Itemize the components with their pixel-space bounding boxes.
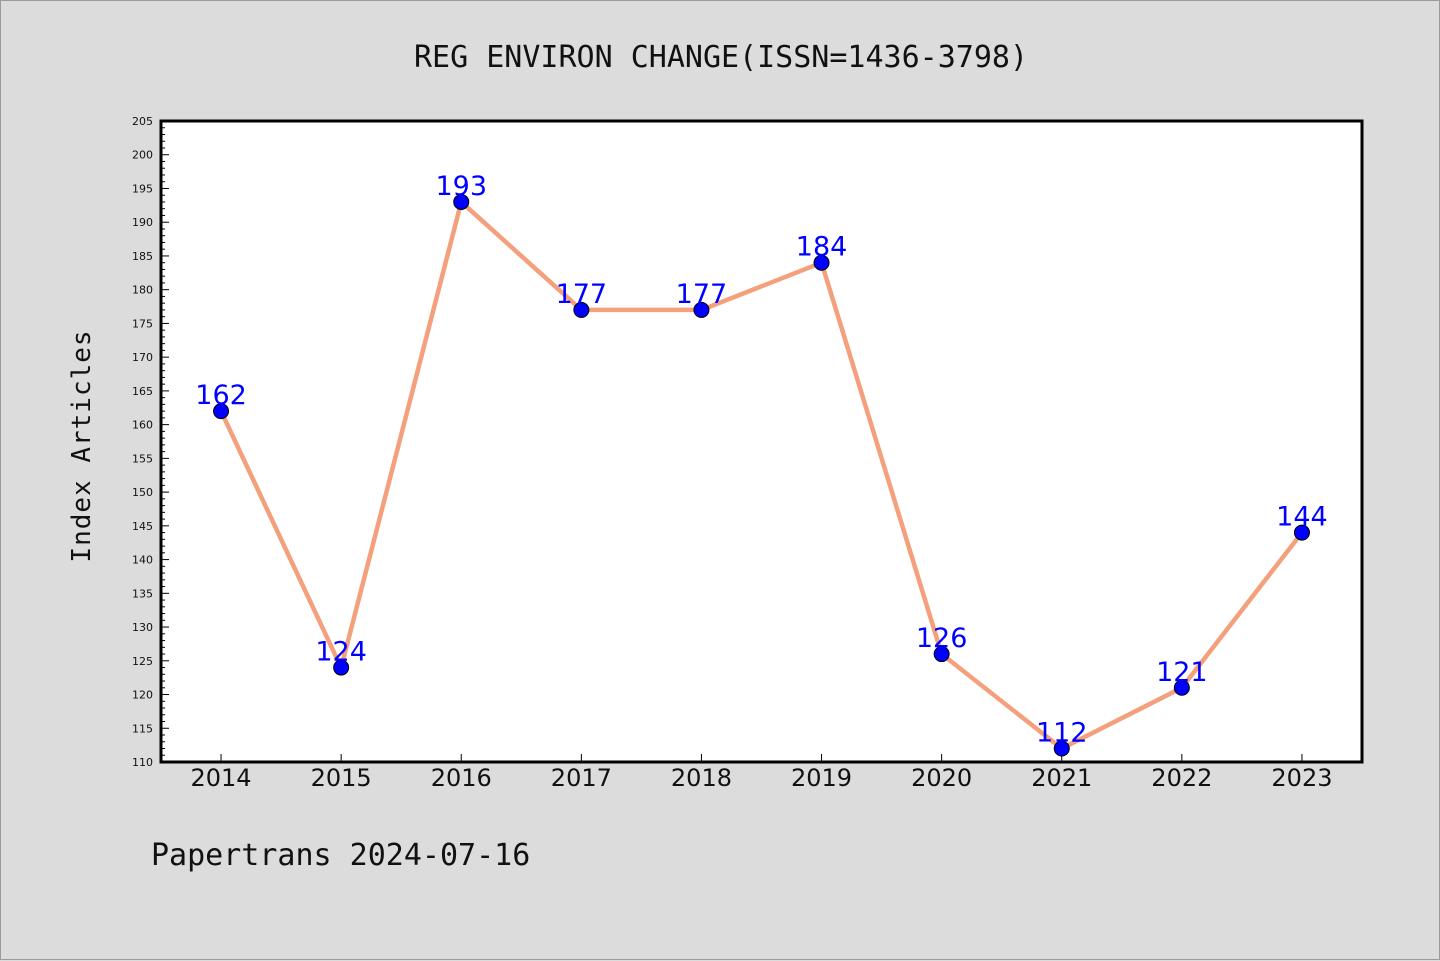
y-tick-label: 130 (132, 621, 153, 634)
data-value-label: 121 (1156, 657, 1208, 688)
y-tick-label: 145 (132, 520, 153, 533)
data-labels: 162 124 193 177 177 184 126 112 121 144 (195, 171, 1327, 749)
data-value-label: 162 (195, 380, 247, 411)
data-value-label: 193 (435, 171, 487, 202)
x-tick-label: 2017 (551, 764, 612, 792)
y-tick-label: 170 (132, 351, 153, 364)
y-tick-label: 185 (132, 250, 153, 263)
y-tick-label: 200 (132, 149, 153, 162)
y-tick-label: 110 (132, 756, 153, 769)
y-tick-label: 115 (132, 722, 153, 735)
footer-credit: Papertrans 2024-07-16 (151, 838, 530, 873)
data-value-label: 177 (556, 279, 608, 310)
y-axis-label: Index Articles (67, 329, 97, 562)
y-tick-label: 120 (132, 689, 153, 702)
y-tick-label: 175 (132, 317, 153, 330)
data-point-marker (213, 403, 230, 420)
y-axis: 110 115 120 125 130 135 140 145 150 155 160 165 170 1… (132, 115, 169, 769)
y-tick-label: 160 (132, 419, 153, 432)
data-point-marker (453, 193, 470, 210)
x-tick-label: 2018 (671, 764, 732, 792)
y-tick-label: 150 (132, 486, 153, 499)
x-tick-label: 2014 (191, 764, 252, 792)
data-value-label: 177 (676, 279, 728, 310)
y-tick-label: 135 (132, 587, 153, 600)
data-value-label: 184 (796, 232, 848, 263)
y-tick-label: 155 (132, 452, 153, 465)
x-tick-label: 2019 (791, 764, 852, 792)
x-tick-label: 2022 (1151, 764, 1212, 792)
data-value-label: 144 (1276, 502, 1328, 533)
data-point-marker (933, 646, 950, 663)
data-value-label: 126 (916, 623, 968, 654)
x-axis: 2014 2015 2016 2017 2018 2019 2020 2021 2022 2023 (191, 754, 1332, 792)
data-point-marker (1053, 740, 1070, 757)
y-tick-label: 140 (132, 554, 153, 567)
data-point-marker (1293, 524, 1310, 541)
chart-title: REG ENVIRON CHANGE(ISSN=1436-3798) (414, 40, 1028, 75)
x-tick-label: 2020 (911, 764, 972, 792)
data-points (213, 193, 1310, 757)
x-tick-label: 2016 (431, 764, 492, 792)
series-line (219, 199, 1304, 751)
y-tick-label: 195 (132, 182, 153, 195)
data-point-marker (1173, 679, 1190, 696)
y-tick-label: 205 (132, 115, 153, 128)
plot-area (159, 119, 1364, 764)
data-point-marker (333, 659, 350, 676)
data-point-marker (573, 301, 590, 318)
data-point-marker (693, 301, 710, 318)
y-tick-label: 125 (132, 655, 153, 668)
x-tick-label: 2021 (1031, 764, 1092, 792)
data-point-marker (813, 254, 830, 271)
x-tick-label: 2023 (1271, 764, 1332, 792)
y-tick-label: 165 (132, 385, 153, 398)
y-tick-label: 190 (132, 216, 153, 229)
data-value-label: 124 (315, 637, 367, 668)
data-value-label: 112 (1036, 718, 1088, 749)
x-tick-label: 2015 (311, 764, 372, 792)
y-tick-label: 180 (132, 284, 153, 297)
